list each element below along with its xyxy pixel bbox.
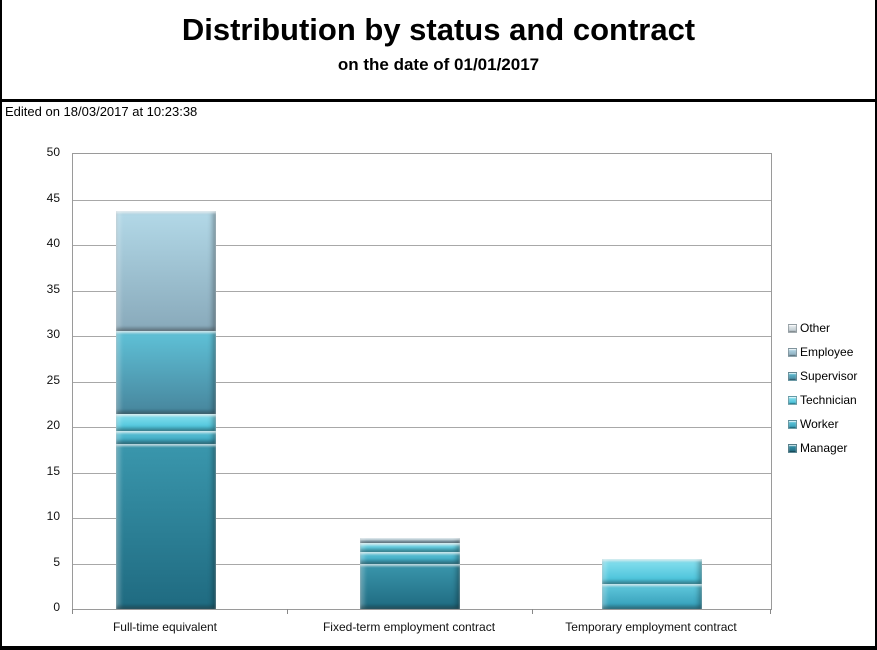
gridline — [73, 427, 771, 428]
x-axis-label: Temporary employment contract — [565, 620, 737, 634]
y-axis-label: 40 — [46, 236, 60, 250]
bar-temporary-employment-contract — [602, 558, 702, 609]
legend-item-other: Other — [788, 321, 857, 335]
y-axis-label: 30 — [46, 327, 60, 341]
legend-item-technician: Technician — [788, 393, 857, 407]
bar-segment-technician — [360, 542, 460, 552]
gridline — [73, 336, 771, 337]
bar-segment-worker — [602, 584, 702, 609]
y-axis-label: 0 — [53, 600, 60, 614]
gridline — [73, 472, 771, 474]
y-axis-label: 35 — [46, 281, 60, 296]
gridline — [73, 199, 771, 201]
legend-label: Employee — [800, 345, 854, 359]
bar-segment-employee — [360, 538, 460, 543]
y-axis-label: 10 — [46, 509, 60, 523]
gridline — [73, 290, 771, 292]
legend-swatch-technician — [788, 395, 797, 405]
legend-item-employee: Employee — [788, 345, 857, 359]
bar-segment-technician — [602, 558, 702, 585]
y-axis-label: 25 — [46, 372, 60, 387]
chart-subtitle: on the date of 01/01/2017 — [337, 55, 540, 74]
legend-label: Worker — [800, 417, 839, 431]
legend-swatch-supervisor — [788, 371, 797, 381]
legend-item-worker: Worker — [788, 417, 857, 431]
legend-swatch-manager — [788, 443, 797, 453]
legend-item-supervisor: Supervisor — [788, 369, 858, 383]
legend-swatch-worker — [788, 419, 797, 429]
y-axis-label: 5 — [53, 554, 60, 569]
bar-segment-worker — [116, 430, 216, 445]
y-axis-label: 20 — [46, 418, 60, 432]
edited-timestamp: Edited on 18/03/2017 at 10:23:38 — [5, 104, 198, 119]
bar-segment-worker — [360, 551, 460, 565]
gridline — [73, 381, 771, 383]
x-axis-tick — [770, 609, 771, 614]
x-axis-label: Full-time equivalent — [112, 620, 218, 634]
legend-swatch-other — [788, 323, 797, 333]
bar-segment-technician — [116, 414, 216, 431]
legend-swatch-employee — [788, 347, 797, 357]
chart-title: Distribution by status and contract — [181, 12, 696, 47]
bar-segment-manager — [116, 444, 216, 609]
bar-full-time-equivalent — [116, 211, 216, 609]
gridline — [73, 518, 771, 519]
legend-item-manager: Manager — [788, 441, 857, 455]
x-axis-label: Fixed-term employment contract — [322, 620, 496, 634]
bar-segment-supervisor — [116, 331, 216, 415]
legend: Other Employee Supervisor Technician Worker M… — [788, 321, 858, 466]
x-axis-tick — [532, 609, 533, 614]
x-axis-tick — [72, 609, 73, 614]
gridline — [73, 245, 771, 246]
legend-label: Manager — [800, 441, 848, 455]
bar-fixed-term-employment-contract — [360, 538, 460, 609]
header-divider — [2, 99, 875, 102]
bar-segment-employee — [116, 211, 216, 332]
legend-label: Technician — [800, 393, 857, 407]
legend-label: Supervisor — [800, 369, 858, 383]
legend-label: Other — [800, 321, 831, 335]
y-axis-label: 45 — [46, 190, 60, 205]
y-axis-label: 50 — [46, 145, 60, 159]
y-axis-label: 15 — [46, 463, 60, 478]
bar-segment-manager — [360, 564, 460, 609]
x-axis-tick — [287, 609, 288, 614]
plot-area — [72, 153, 772, 610]
